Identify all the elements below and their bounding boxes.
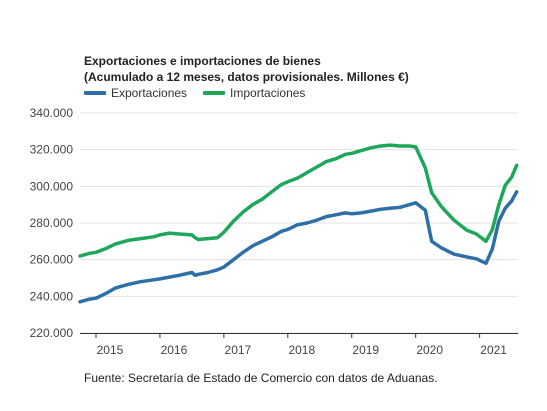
x-tick-label: 2015	[97, 343, 124, 357]
legend-item-exportaciones[interactable]: Exportaciones	[84, 86, 187, 100]
x-tick-label: 2020	[416, 343, 443, 357]
legend-item-importaciones[interactable]: Importaciones	[203, 86, 305, 100]
y-tick-label: 300.000	[30, 179, 74, 193]
x-axis-ticks: 2015 2016 2017 2018 2019 2020 2021	[95, 333, 507, 357]
x-tick-label: 2016	[161, 343, 188, 357]
legend-swatch-exportaciones	[84, 91, 106, 95]
y-tick-label: 280.000	[30, 216, 74, 230]
x-tick-label: 2017	[225, 343, 252, 357]
y-tick-label: 260.000	[30, 253, 74, 267]
x-tick-label: 2019	[352, 343, 379, 357]
y-tick-label: 340.000	[30, 106, 74, 120]
y-tick-label: 220.000	[30, 326, 74, 340]
legend: Exportaciones Importaciones	[84, 86, 321, 100]
series-lines	[78, 143, 519, 304]
legend-label-importaciones: Importaciones	[230, 86, 306, 100]
chart-title: Exportaciones e importaciones de bienes	[84, 54, 321, 68]
x-tick-label: 2021	[480, 343, 507, 357]
chart-title-block: Exportaciones e importaciones de bienes …	[84, 53, 409, 85]
y-tick-label: 240.000	[30, 289, 74, 303]
legend-label-exportaciones: Exportaciones	[111, 86, 188, 100]
series-line-importaciones[interactable]	[78, 143, 519, 258]
grid-lines	[80, 112, 518, 334]
x-tick-label: 2018	[288, 343, 315, 357]
chart-subtitle: (Acumulado a 12 meses, datos provisional…	[84, 70, 409, 84]
source-note: Fuente: Secretaría de Estado de Comercio…	[84, 371, 438, 385]
series-line-exportaciones[interactable]	[78, 190, 519, 304]
y-tick-label: 320.000	[30, 143, 74, 157]
y-axis-ticks: 220.000 240.000 260.000 280.000 300.000 320.0…	[30, 106, 74, 340]
legend-swatch-importaciones	[203, 91, 226, 95]
